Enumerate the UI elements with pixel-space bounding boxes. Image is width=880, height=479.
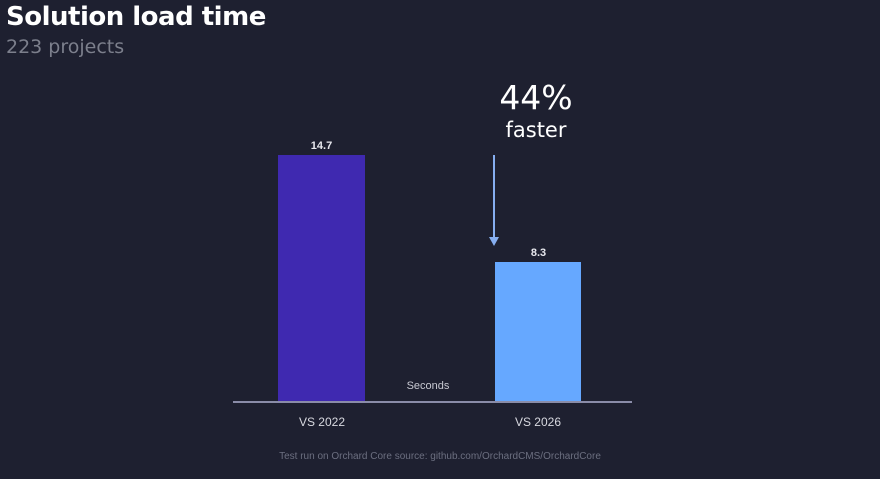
- bar-value-label-vs2022: 14.7: [310, 140, 333, 152]
- y-unit-label: Seconds: [406, 380, 450, 392]
- bar-vs2026: [495, 262, 581, 401]
- source-footnote: Test run on Orchard Core source: github.…: [279, 451, 601, 462]
- improvement-percent: 44%: [499, 78, 573, 117]
- x-tick-label-vs2022: VS 2022: [298, 415, 346, 429]
- down-arrow-icon: [493, 155, 495, 241]
- chart-title: Solution load time: [6, 2, 266, 32]
- bar-value-label-vs2026: 8.3: [530, 247, 547, 259]
- improvement-text: faster: [505, 118, 567, 142]
- x-axis-line: [233, 401, 632, 403]
- arrow-head-icon: [489, 237, 499, 246]
- x-tick-label-vs2026: VS 2026: [514, 415, 562, 429]
- bar-vs2022: [278, 155, 365, 401]
- chart-subtitle: 223 projects: [6, 36, 125, 58]
